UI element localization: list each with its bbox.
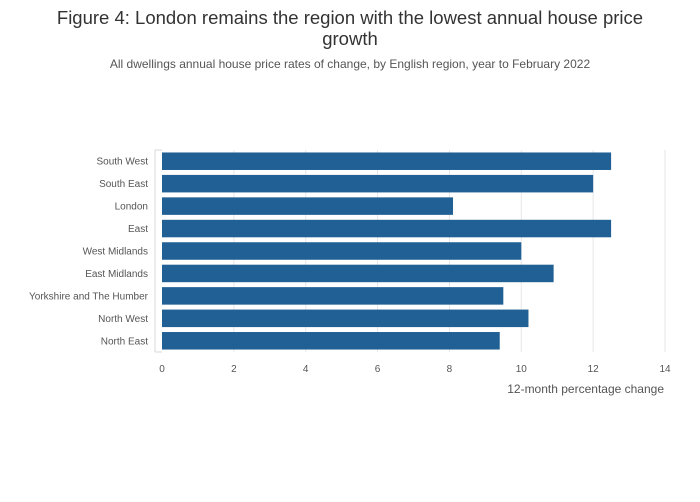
category-label: South East <box>99 179 148 190</box>
bar-north-east <box>162 332 500 350</box>
category-label: East Midlands <box>85 269 148 280</box>
x-tick-label: 10 <box>516 364 528 375</box>
x-tick-labels: 0 2 4 6 8 10 12 14 <box>159 364 671 375</box>
chart-title: Figure 4: London remains the region with… <box>0 7 700 49</box>
category-label: North East <box>101 336 148 347</box>
category-labels: South West South East London East West Midla… <box>29 157 149 348</box>
x-tick-label: 0 <box>159 364 165 375</box>
x-tick-label: 4 <box>303 364 309 375</box>
x-tick-label: 8 <box>447 364 453 375</box>
chart-subtitle: All dwellings annual house price rates o… <box>109 57 591 71</box>
bar-south-west <box>162 152 612 170</box>
x-tick-label: 14 <box>659 364 671 375</box>
x-tick-label: 6 <box>375 364 381 375</box>
bar-london <box>162 197 454 215</box>
bar-west-midlands <box>162 242 522 260</box>
category-label: London <box>115 202 148 213</box>
bar-north-west <box>162 309 529 328</box>
x-axis-title: 12-month percentage change <box>507 382 664 396</box>
category-label: East <box>128 224 148 235</box>
bars <box>162 152 612 350</box>
x-tick-label: 2 <box>231 364 237 375</box>
category-label: West Midlands <box>83 247 148 258</box>
category-label: South West <box>96 157 148 168</box>
chart-title-text: Figure 4: London remains the region with… <box>56 7 644 49</box>
bar-east <box>162 219 612 238</box>
category-label: Yorkshire and The Humber <box>29 291 149 302</box>
category-label: North West <box>98 314 148 325</box>
x-tick-label: 12 <box>588 364 600 375</box>
bar-south-east <box>162 174 594 193</box>
bar-yorkshire-and-the-humber <box>162 287 504 305</box>
bar-east-midlands <box>162 264 554 283</box>
